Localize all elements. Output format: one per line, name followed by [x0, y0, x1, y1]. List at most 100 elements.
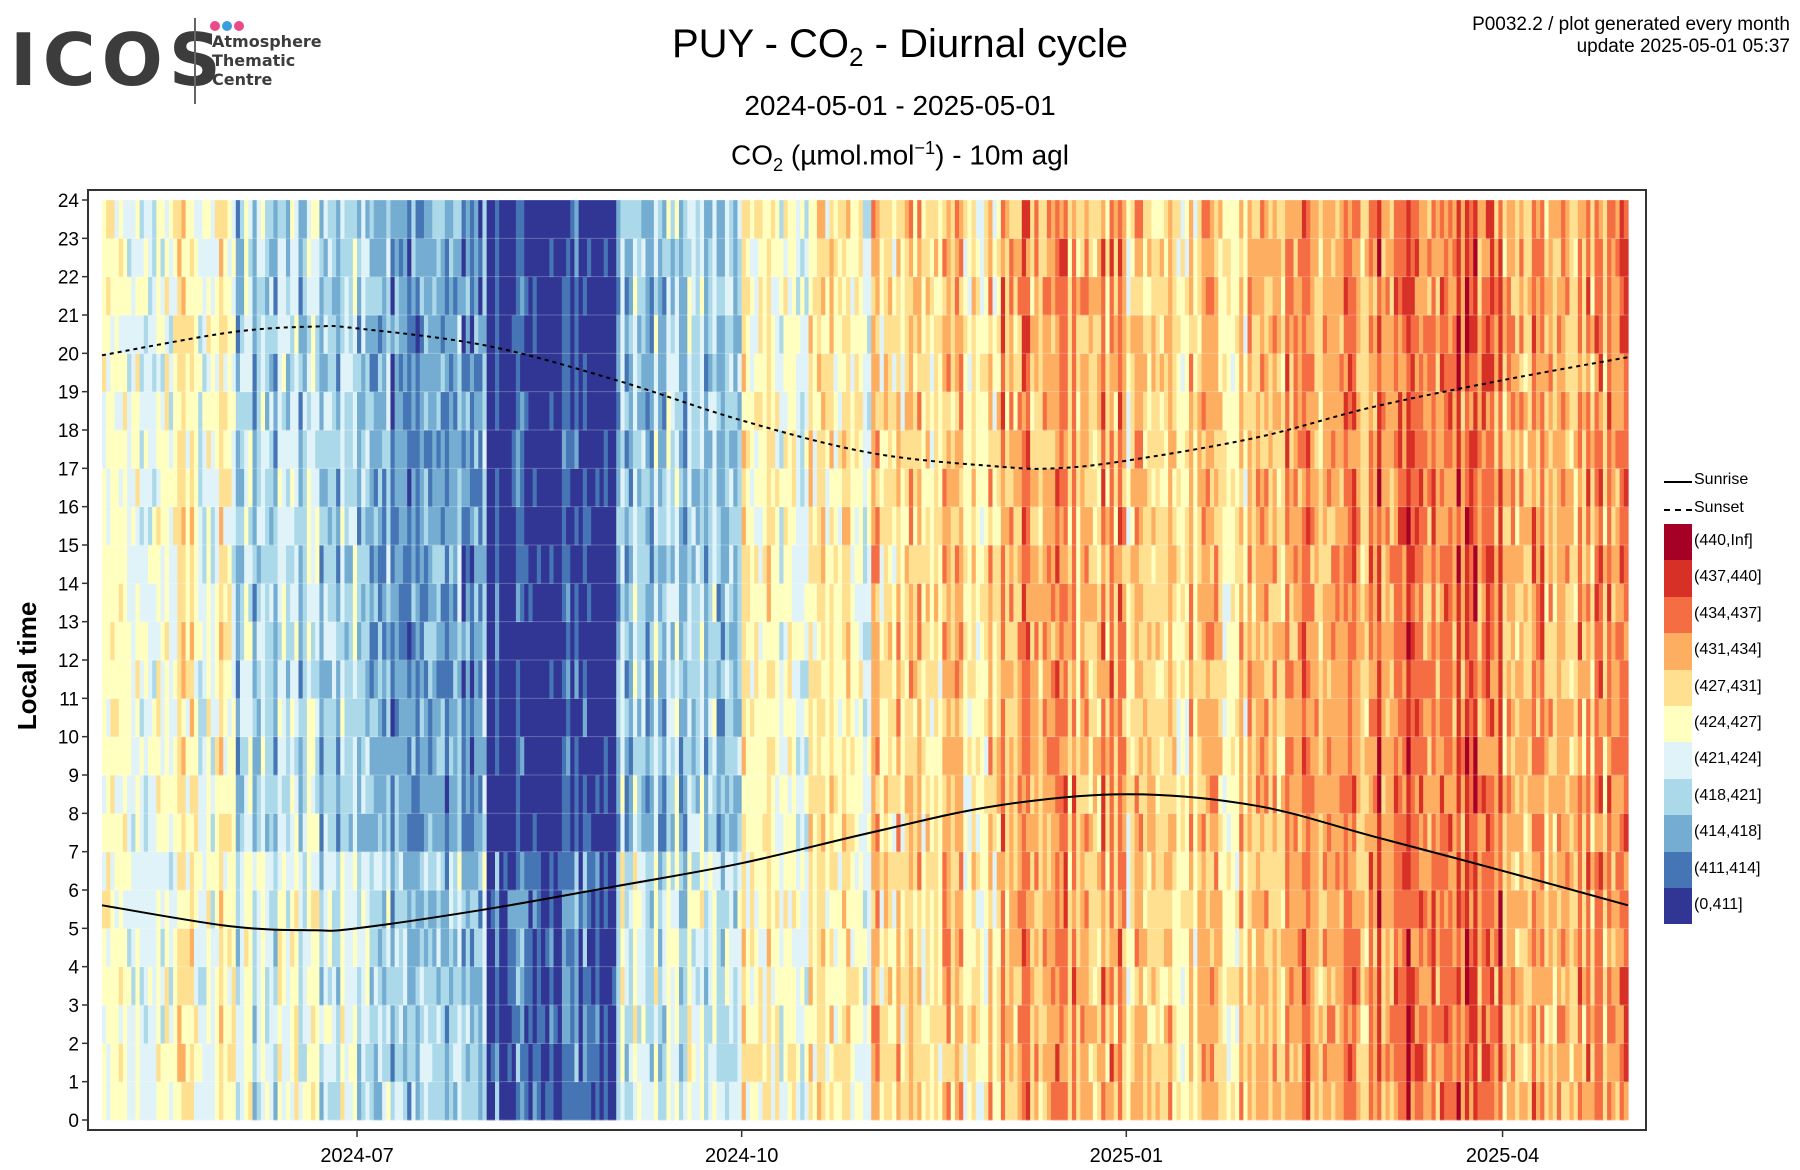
heatmap-cell [758, 698, 764, 738]
heatmap-cell [858, 775, 864, 814]
heatmap-cell [808, 238, 814, 278]
heatmap-cell [670, 1005, 676, 1044]
heatmap-cell [528, 660, 534, 699]
heatmap-cell [520, 928, 525, 968]
heatmap-cell [595, 353, 601, 393]
heatmap-cell [319, 928, 325, 968]
heatmap-cell [842, 430, 847, 469]
logo-separator [194, 18, 196, 104]
heatmap-cell [800, 276, 805, 316]
heatmap-cell [118, 468, 124, 508]
heatmap-cell [883, 621, 889, 661]
heatmap-cell [683, 315, 688, 354]
heatmap-cell [796, 1043, 801, 1083]
heatmap-cell [331, 966, 337, 1006]
heatmap-cell [465, 928, 471, 968]
heatmap-cell [189, 353, 195, 393]
heatmap-cell [536, 506, 542, 546]
heatmap-cell [469, 736, 475, 776]
heatmap-cell [352, 1081, 358, 1121]
heatmap-cell [783, 315, 789, 354]
heatmap-cell [653, 660, 659, 699]
heatmap-cell [645, 391, 651, 431]
heatmap-cell [110, 468, 116, 508]
heatmap-cell [185, 200, 191, 239]
heatmap-cell [666, 353, 672, 393]
heatmap-cell [453, 238, 458, 278]
heatmap-cell [436, 506, 442, 546]
heatmap-cell [729, 200, 734, 239]
heatmap-cell [114, 468, 120, 508]
heatmap-cell [135, 583, 141, 623]
heatmap-cell [164, 276, 170, 316]
heatmap-cell [724, 813, 730, 853]
heatmap-cell [520, 1081, 525, 1121]
heatmap-cell [336, 430, 341, 469]
heatmap-cell [269, 315, 275, 354]
heatmap-cell [812, 545, 818, 584]
heatmap-cell [641, 966, 647, 1006]
heatmap-cell [394, 698, 400, 738]
heatmap-cell [449, 238, 454, 278]
heatmap-cell [495, 736, 500, 776]
heatmap-cell [152, 430, 157, 469]
heatmap-cell [164, 736, 170, 776]
heatmap-cell [783, 621, 789, 661]
heatmap-cell [683, 545, 688, 584]
heatmap-cell [306, 890, 312, 929]
heatmap-cell [453, 698, 458, 738]
heatmap-cell [545, 430, 550, 469]
heatmap-cell [929, 583, 935, 623]
heatmap-cell [578, 736, 584, 776]
heatmap-cell [724, 928, 730, 968]
heatmap-cell [164, 391, 170, 431]
heatmap-cell [904, 966, 910, 1006]
heatmap-cell [152, 1043, 157, 1083]
heatmap-cell [708, 276, 713, 316]
heatmap-cell [942, 545, 948, 584]
heatmap-cell [913, 238, 918, 278]
heatmap-cell [892, 813, 897, 853]
heatmap-cell [628, 775, 634, 814]
heatmap-cell [825, 1043, 831, 1083]
heatmap-cell [917, 775, 923, 814]
heatmap-cell [628, 276, 634, 316]
heatmap-cell [733, 353, 739, 393]
heatmap-cell [323, 506, 329, 546]
heatmap-cell [887, 315, 893, 354]
heatmap-cell [829, 851, 835, 891]
heatmap-cell [106, 928, 111, 968]
heatmap-cell [323, 200, 329, 239]
heatmap-cell [674, 315, 680, 354]
heatmap-cell [415, 775, 421, 814]
heatmap-cell [737, 813, 743, 853]
heatmap-cell [185, 468, 191, 508]
heatmap-cell [143, 353, 149, 393]
heatmap-cell [206, 315, 212, 354]
heatmap-cell [260, 660, 266, 699]
heatmap-cell [102, 430, 107, 469]
heatmap-cell [164, 966, 170, 1006]
heatmap-cell [662, 698, 668, 738]
heatmap-cell [917, 315, 923, 354]
heatmap-cell [127, 315, 132, 354]
heatmap-cell [532, 200, 538, 239]
heatmap-cell [453, 468, 458, 508]
heatmap-cell [361, 353, 366, 393]
heatmap-cell [737, 353, 743, 393]
heatmap-cell [244, 430, 249, 469]
heatmap-cell [377, 1043, 383, 1083]
heatmap-cell [574, 1005, 580, 1044]
heatmap-cell [486, 200, 492, 239]
heatmap-cell [499, 391, 504, 431]
heatmap-cell [578, 276, 584, 316]
heatmap-cell [219, 775, 224, 814]
heatmap-cell [281, 621, 287, 661]
heatmap-cell [821, 813, 826, 853]
heatmap-cell [206, 238, 212, 278]
heatmap-cell [695, 660, 701, 699]
heatmap-cell [712, 1005, 718, 1044]
heatmap-cell [114, 775, 120, 814]
heatmap-cell [394, 851, 400, 891]
heatmap-cell [716, 545, 722, 584]
